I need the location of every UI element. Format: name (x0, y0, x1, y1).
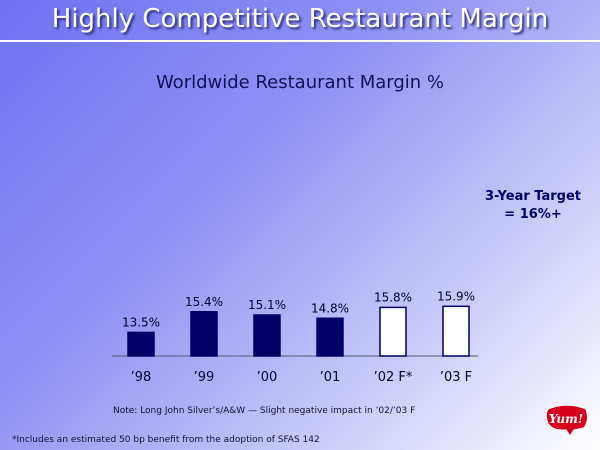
x-tick-label-3: ’01 (320, 370, 341, 385)
bar-0 (127, 331, 155, 357)
x-tick-label-4: ’02 F* (374, 370, 413, 385)
data-label-2: 15.1% (248, 298, 286, 312)
data-label-1: 15.4% (185, 295, 223, 309)
bar-1 (190, 311, 218, 357)
bar-5 (442, 305, 470, 357)
yum-logo: Yum! (545, 404, 589, 437)
data-label-4: 15.8% (374, 290, 412, 304)
chart-note: Note: Long John Silver’s/A&W — Slight ne… (113, 406, 416, 416)
x-tick-label-1: ’99 (194, 370, 215, 385)
x-tick-label-0: ’98 (131, 370, 152, 385)
slide-title: Highly Competitive Restaurant Margin (51, 4, 549, 34)
bar-2 (253, 314, 281, 357)
footnote: *Includes an estimated 50 bp benefit fro… (12, 435, 320, 445)
logo-wordmark: Yum! (549, 412, 583, 426)
x-tick-label-5: ’03 F (440, 370, 472, 385)
x-tick-label-2: ’00 (257, 370, 278, 385)
target-annotation: 3-Year Target = 16%+ (485, 189, 581, 222)
chart-title: Worldwide Restaurant Margin % (155, 72, 445, 93)
title-underline (0, 40, 600, 42)
bar-4 (379, 306, 407, 357)
data-label-0: 13.5% (122, 315, 160, 329)
bar-3 (316, 317, 344, 357)
data-label-3: 14.8% (311, 301, 349, 315)
data-label-5: 15.9% (437, 289, 475, 303)
